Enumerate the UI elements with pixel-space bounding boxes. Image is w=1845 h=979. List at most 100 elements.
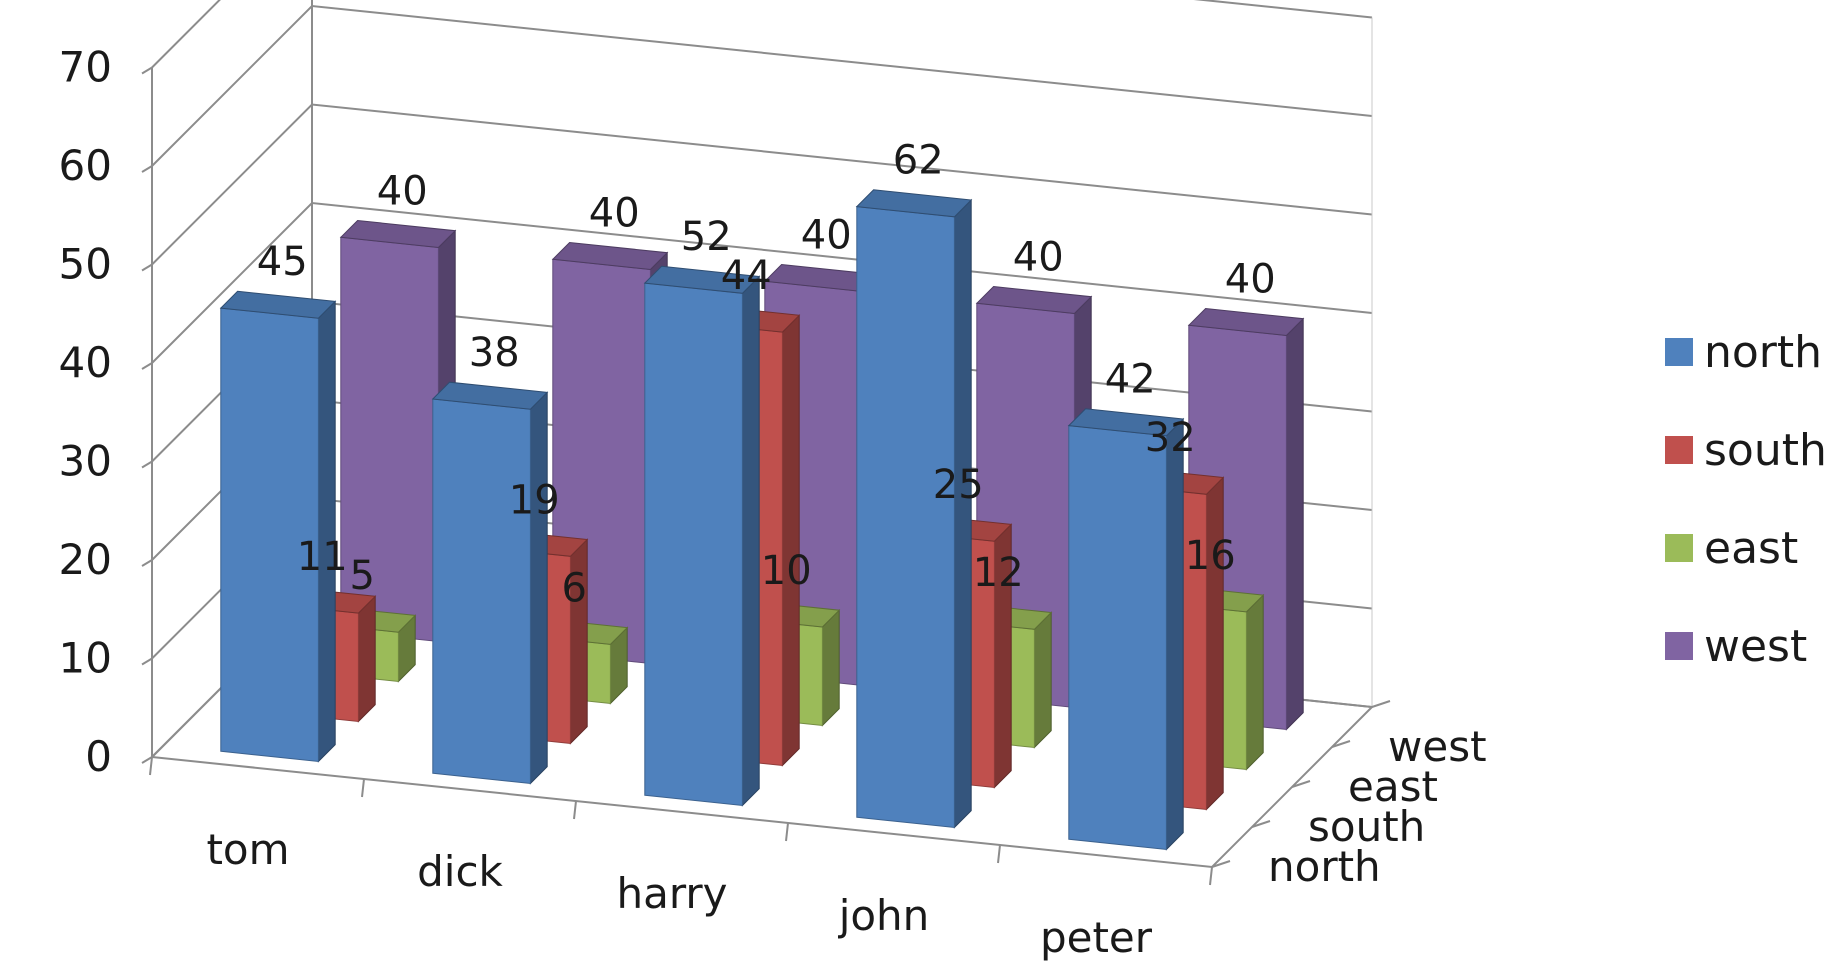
bar-side	[357, 595, 376, 723]
bar-north-peter	[1067, 408, 1185, 851]
data-label-south-tom: 11	[297, 534, 348, 580]
bar-side	[317, 300, 336, 763]
data-label-east-tom: 5	[350, 553, 375, 599]
y-tick	[141, 66, 153, 75]
x-tick	[785, 822, 789, 842]
bar-top	[855, 189, 973, 218]
data-label-north-peter: 42	[1105, 357, 1156, 403]
bar-top	[643, 265, 761, 294]
data-label-north-tom: 45	[257, 239, 308, 285]
y-tick-label: 10	[59, 634, 112, 683]
x-tick	[149, 756, 153, 776]
x-tick	[573, 800, 577, 820]
bar-side	[1285, 317, 1304, 731]
bar-side	[781, 314, 800, 767]
category-label: harry	[616, 869, 727, 918]
bar-top	[551, 241, 669, 271]
bar-north-dick	[431, 381, 549, 785]
data-label-south-dick: 19	[509, 477, 560, 523]
y-tick	[141, 362, 153, 370]
z-tick	[1371, 700, 1391, 708]
series-axis-label: east	[1348, 762, 1438, 811]
data-label-west-tom: 40	[377, 168, 428, 214]
y-tick	[141, 165, 153, 173]
bar-top	[431, 381, 549, 410]
category-axis: tom dick harry john peter	[149, 756, 1213, 962]
legend-swatch-north	[1665, 338, 1693, 366]
bar-side	[1165, 417, 1184, 851]
bars	[219, 189, 1305, 851]
bar-front	[856, 206, 955, 829]
data-label-east-peter: 16	[1185, 533, 1236, 579]
y-tick-label: 20	[59, 535, 112, 584]
bar-top	[1187, 307, 1305, 337]
category-label: john	[838, 891, 930, 940]
z-tick	[1251, 820, 1271, 828]
y-tick	[141, 657, 153, 666]
y-tick-label: 60	[59, 141, 112, 190]
gridline	[151, 0, 1373, 69]
bar-front	[1068, 425, 1167, 851]
y-tick-label: 40	[59, 338, 112, 387]
bar-top	[219, 290, 337, 319]
bar-top	[1067, 408, 1185, 437]
legend-label-east: east	[1704, 523, 1798, 574]
bar-side	[953, 198, 972, 829]
data-label-south-peter: 32	[1145, 415, 1196, 461]
data-label-west-harry: 40	[801, 212, 852, 258]
series-axis-label: north	[1268, 842, 1381, 891]
x-tick	[997, 844, 1001, 864]
data-label-west-john: 40	[1013, 234, 1064, 280]
z-tick	[1291, 780, 1311, 788]
data-label-north-dick: 38	[469, 330, 520, 376]
gridline	[151, 4, 1373, 167]
series-axis-label: west	[1388, 722, 1487, 771]
legend: north south east west	[1665, 327, 1827, 672]
y-tick	[141, 460, 153, 469]
legend-label-west: west	[1704, 621, 1807, 672]
bar-north-john	[855, 189, 973, 829]
z-tick	[1331, 740, 1351, 748]
bar-north-harry	[643, 265, 761, 807]
x-tick	[361, 778, 365, 798]
z-tick	[1211, 860, 1231, 868]
data-label-north-john: 62	[893, 138, 944, 184]
legend-label-north: north	[1704, 327, 1822, 378]
category-label: tom	[206, 825, 289, 874]
series-axis-label: south	[1308, 802, 1425, 851]
bar-top	[339, 219, 457, 249]
data-label-west-peter: 40	[1225, 256, 1276, 302]
y-tick-label: 0	[85, 732, 112, 781]
y-tick-label: 70	[59, 43, 112, 92]
data-label-east-harry: 10	[761, 548, 812, 594]
category-label: peter	[1040, 913, 1153, 962]
legend-swatch-east	[1665, 534, 1693, 562]
data-label-north-harry: 52	[681, 214, 732, 260]
data-label-south-harry: 44	[721, 253, 772, 299]
bar-front	[644, 282, 743, 807]
data-label-west-dick: 40	[589, 190, 640, 236]
data-label-east-dick: 6	[562, 565, 587, 611]
bar-side	[741, 275, 760, 807]
bar-north-tom	[219, 290, 337, 763]
bar-side	[1205, 476, 1224, 811]
y-tick	[141, 559, 153, 567]
category-label: dick	[417, 847, 503, 896]
y-tick	[141, 263, 153, 272]
y-tick-label: 50	[59, 240, 112, 289]
bar-side	[529, 391, 548, 785]
legend-label-south: south	[1704, 425, 1827, 476]
data-labels: 40 40 40 40 40 5 6 10 12 16 11 19 44 25 32 45 38 52 62 42	[257, 138, 1276, 612]
y-tick-label: 30	[59, 437, 112, 486]
bar-top	[975, 285, 1093, 315]
legend-swatch-west	[1665, 632, 1693, 660]
bar-side	[1245, 593, 1264, 771]
legend-swatch-south	[1665, 436, 1693, 464]
x-tick	[1209, 866, 1213, 886]
gridline	[151, 103, 1373, 266]
y-tick	[141, 756, 153, 764]
data-label-south-john: 25	[933, 462, 984, 508]
